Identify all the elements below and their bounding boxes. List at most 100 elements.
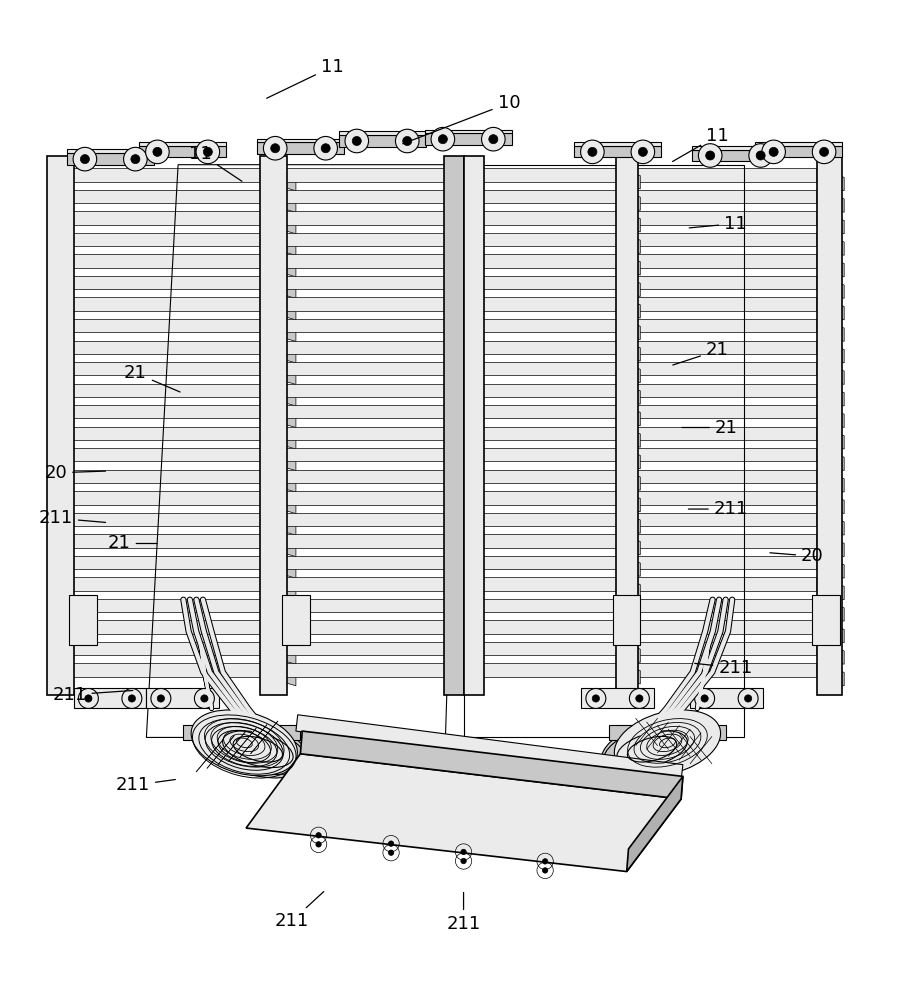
Polygon shape	[301, 731, 683, 799]
Text: 211: 211	[694, 659, 753, 677]
Polygon shape	[265, 577, 296, 600]
Circle shape	[315, 842, 321, 847]
Polygon shape	[817, 448, 844, 471]
Polygon shape	[817, 190, 844, 212]
Polygon shape	[617, 276, 640, 297]
Polygon shape	[283, 513, 445, 526]
Polygon shape	[283, 384, 445, 397]
Circle shape	[353, 136, 361, 146]
Polygon shape	[635, 620, 817, 634]
Polygon shape	[482, 319, 617, 332]
Polygon shape	[65, 297, 265, 311]
Polygon shape	[283, 297, 445, 311]
Circle shape	[756, 151, 765, 160]
Polygon shape	[626, 776, 683, 872]
Polygon shape	[817, 384, 844, 406]
Circle shape	[395, 129, 419, 153]
Polygon shape	[338, 135, 425, 147]
Polygon shape	[425, 130, 512, 133]
Circle shape	[588, 147, 597, 156]
Ellipse shape	[207, 720, 309, 778]
Polygon shape	[617, 254, 640, 275]
Polygon shape	[296, 715, 683, 781]
Polygon shape	[635, 254, 817, 268]
Polygon shape	[265, 448, 296, 471]
Circle shape	[128, 695, 135, 702]
Polygon shape	[283, 663, 445, 677]
Polygon shape	[265, 254, 296, 277]
Circle shape	[388, 850, 394, 855]
Polygon shape	[265, 384, 296, 406]
Text: 211: 211	[52, 686, 133, 704]
Polygon shape	[283, 642, 445, 655]
Polygon shape	[635, 319, 817, 332]
Polygon shape	[265, 190, 296, 212]
Circle shape	[489, 135, 498, 144]
Polygon shape	[817, 405, 844, 428]
Text: 21: 21	[673, 341, 729, 365]
Text: 21: 21	[124, 364, 180, 392]
Polygon shape	[635, 427, 817, 440]
Polygon shape	[617, 319, 640, 340]
Polygon shape	[265, 341, 296, 363]
Polygon shape	[482, 642, 617, 655]
Polygon shape	[65, 362, 265, 375]
Circle shape	[264, 136, 287, 160]
Polygon shape	[65, 577, 265, 591]
Polygon shape	[482, 276, 617, 289]
Polygon shape	[65, 168, 265, 182]
Circle shape	[438, 135, 447, 144]
Circle shape	[204, 147, 213, 156]
Circle shape	[762, 140, 785, 164]
Circle shape	[314, 136, 337, 160]
Polygon shape	[65, 663, 265, 677]
Polygon shape	[482, 341, 617, 354]
Polygon shape	[482, 168, 617, 182]
Polygon shape	[817, 362, 844, 384]
Polygon shape	[74, 688, 146, 708]
Polygon shape	[482, 470, 617, 483]
Polygon shape	[338, 131, 425, 135]
Polygon shape	[283, 577, 445, 591]
Polygon shape	[635, 297, 817, 311]
Polygon shape	[283, 190, 445, 203]
Polygon shape	[66, 153, 154, 165]
Polygon shape	[445, 620, 468, 641]
Polygon shape	[265, 319, 296, 341]
Polygon shape	[445, 254, 468, 275]
Polygon shape	[813, 595, 840, 645]
Polygon shape	[445, 448, 468, 469]
Polygon shape	[445, 642, 468, 662]
Polygon shape	[817, 470, 844, 492]
Polygon shape	[445, 663, 468, 684]
Polygon shape	[65, 341, 265, 354]
Polygon shape	[690, 688, 763, 708]
Polygon shape	[445, 341, 468, 361]
Polygon shape	[635, 470, 817, 483]
Polygon shape	[574, 146, 661, 157]
Polygon shape	[425, 133, 512, 145]
Polygon shape	[265, 233, 296, 255]
Polygon shape	[635, 405, 817, 418]
Circle shape	[543, 859, 548, 864]
Polygon shape	[283, 233, 445, 246]
Polygon shape	[635, 190, 817, 203]
Polygon shape	[608, 725, 726, 740]
Circle shape	[631, 140, 654, 164]
Circle shape	[593, 695, 600, 702]
Polygon shape	[65, 384, 265, 397]
Circle shape	[769, 147, 778, 156]
Polygon shape	[817, 534, 844, 557]
Polygon shape	[265, 405, 296, 428]
Polygon shape	[283, 168, 445, 182]
Circle shape	[73, 147, 96, 171]
Circle shape	[701, 695, 708, 702]
Polygon shape	[445, 211, 468, 232]
Polygon shape	[617, 297, 640, 318]
Polygon shape	[265, 556, 296, 578]
Polygon shape	[257, 142, 344, 154]
Polygon shape	[635, 556, 817, 569]
Polygon shape	[445, 319, 468, 340]
Polygon shape	[482, 491, 617, 505]
Polygon shape	[482, 190, 617, 203]
